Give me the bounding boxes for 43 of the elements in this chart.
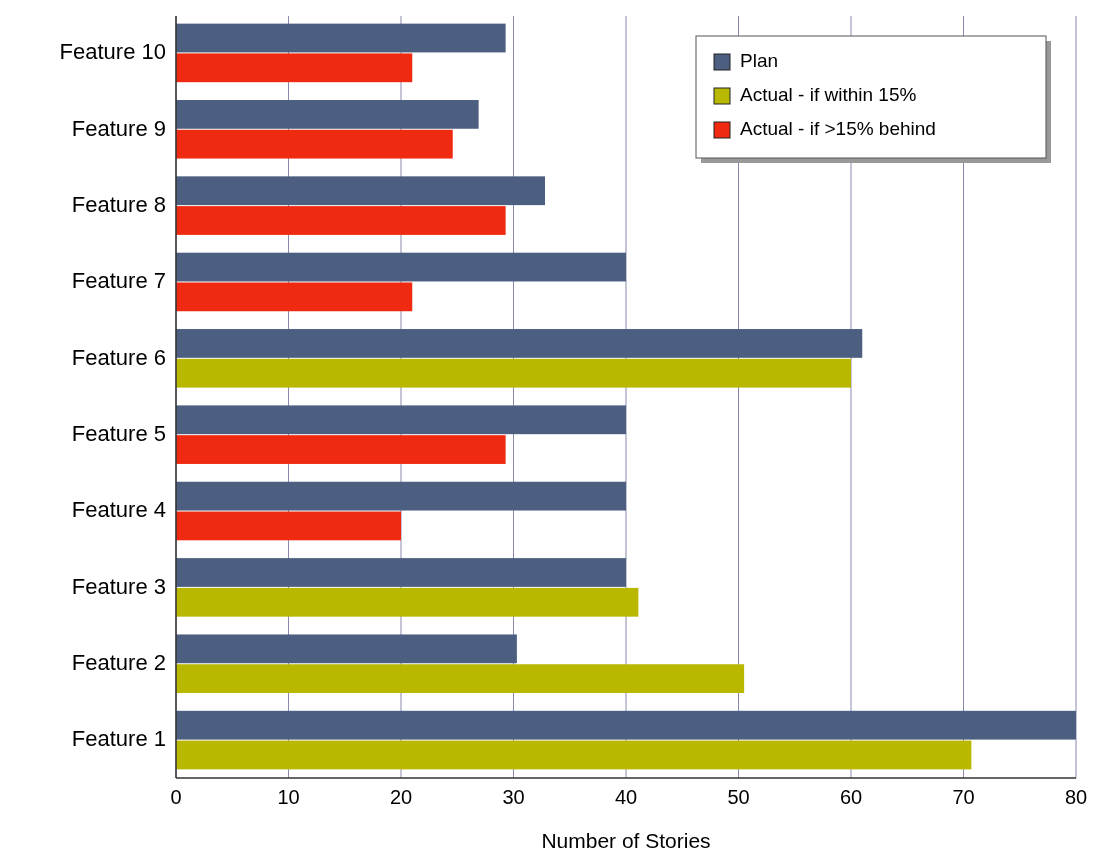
bar <box>176 329 863 358</box>
bar <box>176 282 413 312</box>
y-tick-label: Feature 4 <box>71 497 166 523</box>
legend-label: Actual - if within 15% <box>740 84 917 106</box>
bar <box>176 53 413 83</box>
bar <box>176 740 972 770</box>
y-tick-label: Feature 7 <box>71 268 166 294</box>
legend-label: Plan <box>740 50 779 72</box>
x-tick-label: 20 <box>389 786 413 808</box>
x-tick-label: 40 <box>614 786 638 808</box>
bar <box>176 558 626 587</box>
legend-label: Actual - if >15% behind <box>740 118 936 140</box>
bar <box>176 435 506 464</box>
x-tick-label: 70 <box>952 786 975 808</box>
x-tick-label: 80 <box>1064 786 1088 808</box>
bar <box>176 587 639 617</box>
bar <box>176 511 401 541</box>
y-tick-label: Feature 5 <box>71 420 166 446</box>
y-tick-label: Feature 2 <box>71 650 166 676</box>
y-tick-label: Feature 9 <box>71 115 166 141</box>
y-tick-label: Feature 8 <box>71 191 166 217</box>
y-tick-label: Feature 3 <box>71 573 166 599</box>
bar <box>176 481 626 511</box>
bar <box>176 23 506 53</box>
bar <box>176 664 745 694</box>
bar <box>176 358 851 388</box>
x-tick-label: 30 <box>502 786 525 808</box>
bar <box>176 710 1076 740</box>
x-tick-label: 50 <box>727 786 750 808</box>
bar <box>176 99 479 129</box>
bar <box>176 129 453 159</box>
x-tick-label: 10 <box>277 786 300 808</box>
bar <box>176 634 517 664</box>
bar <box>176 176 545 206</box>
x-axis-title: Number of Stories <box>541 829 711 852</box>
bar <box>176 405 626 435</box>
x-tick-label: 60 <box>839 786 863 808</box>
y-tick-label: Feature 1 <box>71 726 166 752</box>
y-tick-label: Feature 10 <box>59 39 166 65</box>
y-tick-label: Feature 6 <box>71 344 166 370</box>
bar <box>176 206 506 235</box>
bar <box>176 252 626 282</box>
x-tick-label: 0 <box>170 786 182 808</box>
